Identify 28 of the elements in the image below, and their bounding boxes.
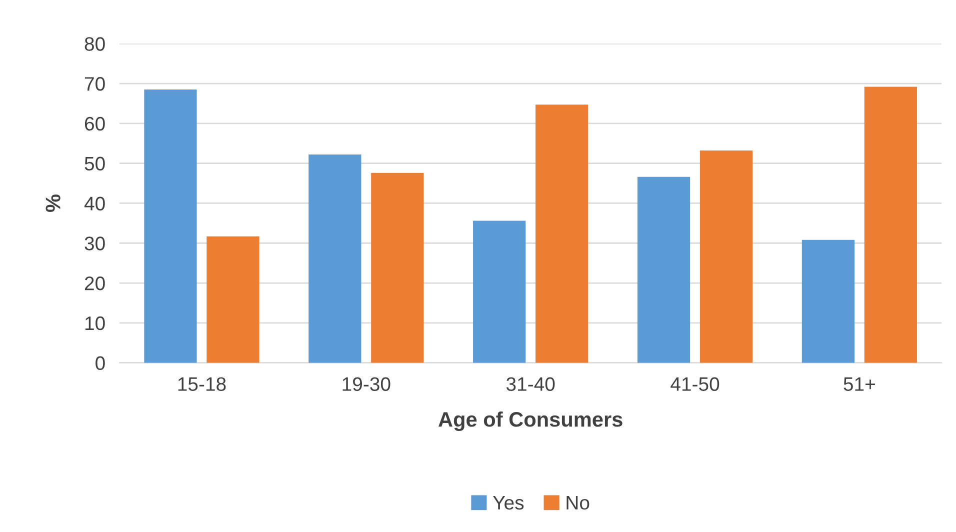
x-tick-label: 31-40 (506, 377, 555, 391)
x-tick-label: 15-18 (178, 377, 226, 391)
legend-label: Yes (492, 496, 524, 510)
bar (864, 86, 917, 363)
y-tick-label: 10 (85, 316, 105, 330)
bar (637, 176, 690, 363)
bar (206, 236, 260, 363)
y-tick-label: 20 (84, 276, 105, 290)
y-tick-label: 0 (96, 356, 105, 370)
bar (700, 150, 753, 363)
y-tick-label: 40 (84, 196, 105, 210)
legend-label: No (566, 496, 590, 510)
y-tick-label: 50 (84, 156, 105, 171)
bar (308, 154, 362, 363)
x-tick-label: 19-30 (342, 377, 390, 391)
bar (802, 240, 855, 363)
y-tick-label: 80 (84, 37, 105, 51)
bar (144, 90, 197, 363)
y-axis-title: % (46, 194, 60, 212)
bar (371, 172, 424, 363)
y-tick-label: 30 (84, 236, 105, 250)
x-axis-title: Age of Consumers (438, 412, 622, 432)
bar (536, 104, 588, 363)
x-tick-label: 51+ (844, 377, 875, 391)
y-tick-label: 70 (84, 76, 105, 91)
x-tick-label: 41-50 (670, 377, 720, 391)
bar (473, 220, 526, 363)
y-tick-label: 60 (84, 116, 105, 131)
